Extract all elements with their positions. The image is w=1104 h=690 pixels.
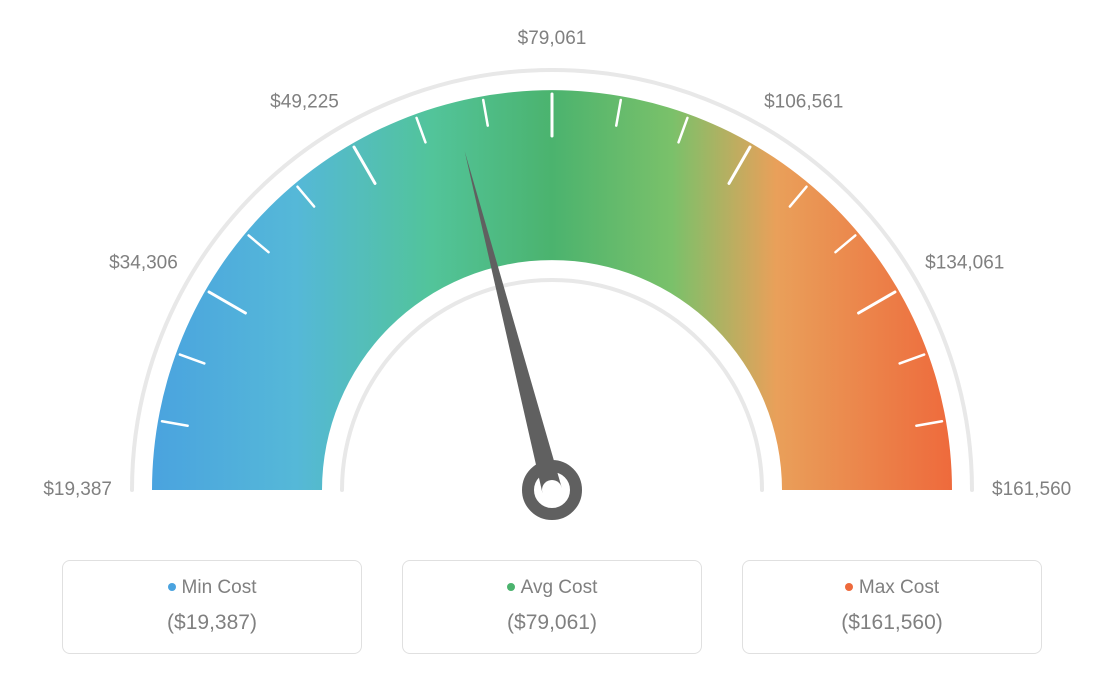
gauge-tick-label: $34,306 (109, 252, 178, 274)
dot-icon (168, 583, 176, 591)
gauge-tick-label: $79,061 (518, 28, 587, 50)
legend-value-min: ($19,387) (83, 611, 341, 635)
legend-title-text: Avg Cost (521, 577, 598, 598)
legend-card-min: Min Cost ($19,387) (62, 560, 362, 654)
cost-gauge: $19,387 $34,306 $49,225 $79,061 $106,561 $134… (0, 0, 1104, 560)
legend-title-text: Max Cost (859, 577, 939, 598)
legend-row: Min Cost ($19,387) Avg Cost ($79,061) Ma… (0, 560, 1104, 654)
gauge-tick-label: $19,387 (43, 479, 112, 501)
legend-title-text: Min Cost (182, 577, 257, 598)
gauge-svg (0, 0, 1104, 560)
legend-card-max: Max Cost ($161,560) (742, 560, 1042, 654)
legend-title-max: Max Cost (763, 577, 1021, 599)
dot-icon (507, 583, 515, 591)
legend-title-avg: Avg Cost (423, 577, 681, 599)
legend-title-min: Min Cost (83, 577, 341, 599)
dot-icon (845, 583, 853, 591)
gauge-tick-label: $106,561 (764, 91, 843, 113)
gauge-tick-label: $49,225 (270, 91, 339, 113)
gauge-tick-label: $134,061 (925, 252, 1004, 274)
legend-value-avg: ($79,061) (423, 611, 681, 635)
gauge-tick-label: $161,560 (992, 479, 1071, 501)
legend-card-avg: Avg Cost ($79,061) (402, 560, 702, 654)
legend-value-max: ($161,560) (763, 611, 1021, 635)
